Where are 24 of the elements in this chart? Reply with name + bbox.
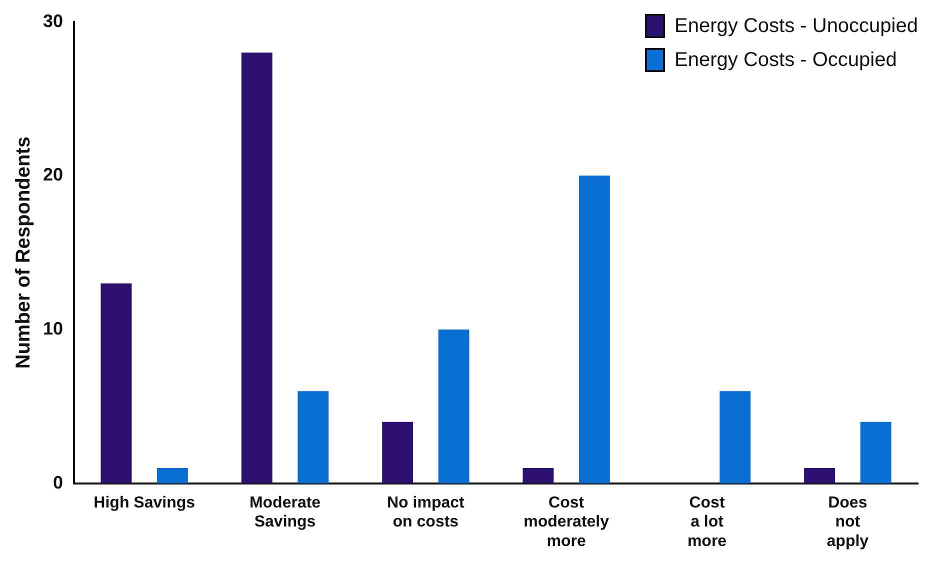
y-axis-title: Number of Respondents — [12, 136, 35, 369]
bar — [804, 468, 836, 484]
bar — [720, 391, 751, 484]
x-tick-label: Does not apply — [826, 494, 869, 550]
bar — [382, 422, 414, 484]
x-tick-label: Cost moderately more — [524, 494, 610, 550]
x-tick-label: No impact on costs — [387, 494, 466, 531]
bar — [522, 468, 554, 484]
bar — [298, 391, 329, 484]
y-tick-label: 30 — [42, 10, 64, 31]
x-tick-label: Moderate Savings — [249, 494, 321, 531]
bar — [438, 330, 470, 484]
legend-label: Energy Costs - Unoccupied — [674, 14, 918, 38]
x-tick-label: Cost a lot more — [687, 494, 727, 550]
y-tick-label: 10 — [42, 318, 64, 338]
y-tick-label: 20 — [42, 164, 64, 185]
bar — [241, 52, 272, 484]
bar — [100, 283, 132, 484]
bar — [157, 468, 188, 484]
legend-label: Energy Costs - Occupied — [674, 48, 897, 72]
x-tick-label: High Savings — [94, 494, 196, 512]
bar — [860, 422, 892, 484]
bar — [579, 176, 610, 484]
y-tick-label: 0 — [53, 472, 64, 492]
